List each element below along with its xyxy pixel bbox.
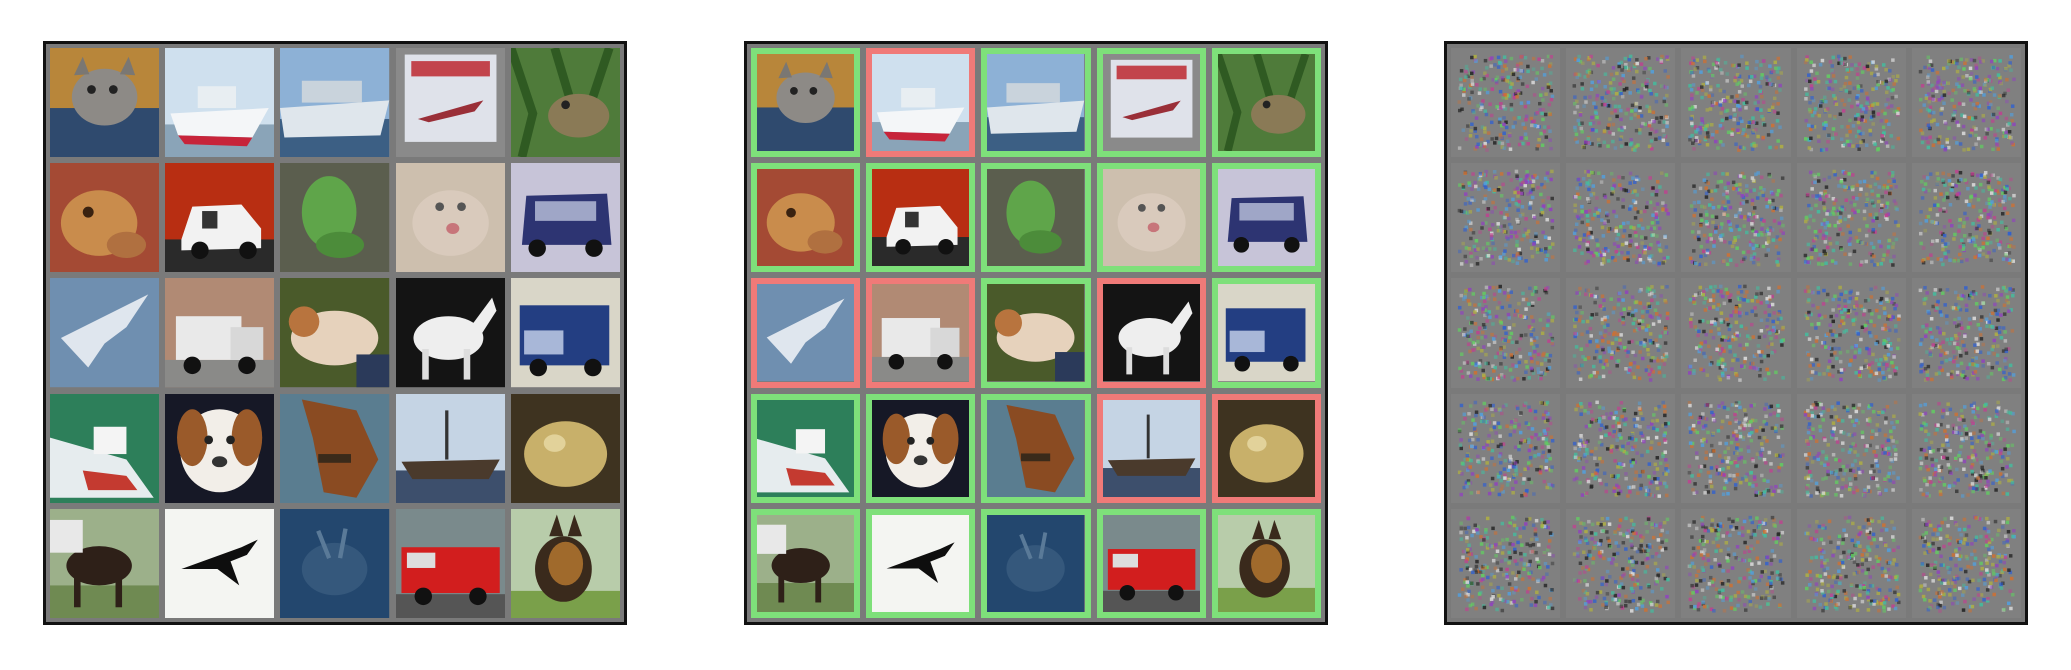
adversarial-dog-image — [866, 393, 976, 503]
clean-cat-image — [395, 163, 505, 273]
adversarial-frog-image — [751, 163, 861, 273]
perturbation-noise-tile — [1681, 508, 1791, 618]
adversarial-truck-image — [1211, 278, 1321, 388]
perturbation-noise-tile — [1566, 163, 1676, 273]
adversarial-frog-image — [1211, 393, 1321, 503]
adversarial-ship-image — [866, 48, 976, 158]
perturbation-noise-tile — [1796, 278, 1906, 388]
perturbation-noise-tile — [1451, 163, 1561, 273]
adversarial-cat-image — [1096, 163, 1206, 273]
adversarial-ship-image — [981, 48, 1091, 158]
perturbation-noise-tile — [1681, 163, 1791, 273]
clean-images-panel — [43, 41, 627, 625]
perturbation-grid — [1451, 48, 2021, 618]
perturbation-noise-tile — [1911, 508, 2021, 618]
perturbation-noise-tile — [1566, 48, 1676, 158]
adversarial-automobile-image — [866, 163, 976, 273]
clean-dog-image — [510, 508, 620, 618]
clean-frog-image — [510, 48, 620, 158]
clean-deer-image — [280, 508, 390, 618]
clean-airplane-image — [395, 48, 505, 158]
clean-automobile-image — [165, 163, 275, 273]
adversarial-frog-image — [1211, 48, 1321, 158]
perturbation-noise-tile — [1681, 278, 1791, 388]
adversarial-frog-image — [981, 163, 1091, 273]
clean-truck-image — [510, 278, 620, 388]
perturbation-noise-tile — [1681, 393, 1791, 503]
perturbation-noise-tile — [1566, 393, 1676, 503]
perturbation-noise-tile — [1911, 163, 2021, 273]
adversarial-images-panel — [744, 41, 1328, 625]
clean-dog-image — [165, 393, 275, 503]
adversarial-horse-image — [751, 508, 861, 618]
clean-airplane-image — [165, 508, 275, 618]
adversarial-airplane-image — [866, 508, 976, 618]
adversarial-cat-image — [751, 48, 861, 158]
perturbation-noise-tile — [1451, 393, 1561, 503]
clean-image-grid — [50, 48, 620, 618]
perturbation-noise-tile — [1566, 278, 1676, 388]
adversarial-deer-image — [981, 508, 1091, 618]
perturbation-noise-tile — [1911, 48, 2021, 158]
adversarial-image-grid — [751, 48, 1321, 618]
perturbation-noise-tile — [1681, 48, 1791, 158]
perturbation-noise-tile — [1451, 278, 1561, 388]
adversarial-automobile-image — [1211, 163, 1321, 273]
adversarial-ship-image — [1096, 393, 1206, 503]
perturbation-noise-tile — [1911, 278, 2021, 388]
adversarial-truck-image — [1096, 508, 1206, 618]
perturbation-noise-tile — [1796, 508, 1906, 618]
perturbation-panel — [1444, 41, 2028, 625]
adversarial-truck-image — [866, 278, 976, 388]
clean-ship-image — [280, 48, 390, 158]
adversarial-dog-image — [981, 278, 1091, 388]
clean-frog-image — [510, 393, 620, 503]
clean-frog-image — [280, 163, 390, 273]
clean-airplane-image — [50, 278, 160, 388]
clean-truck-image — [395, 508, 505, 618]
perturbation-noise-tile — [1451, 48, 1561, 158]
clean-cat-image — [50, 48, 160, 158]
clean-automobile-image — [510, 163, 620, 273]
clean-horse-image — [395, 278, 505, 388]
clean-horse-image — [50, 508, 160, 618]
clean-ship-image — [395, 393, 505, 503]
perturbation-noise-tile — [1796, 48, 1906, 158]
adversarial-horse-image — [981, 393, 1091, 503]
adversarial-dog-image — [1211, 508, 1321, 618]
adversarial-airplane-image — [751, 278, 861, 388]
adversarial-horse-image — [1096, 278, 1206, 388]
clean-frog-image — [50, 163, 160, 273]
clean-dog-image — [280, 278, 390, 388]
perturbation-noise-tile — [1796, 393, 1906, 503]
clean-horse-image — [280, 393, 390, 503]
clean-ship-image — [165, 48, 275, 158]
perturbation-noise-tile — [1796, 163, 1906, 273]
perturbation-noise-tile — [1566, 508, 1676, 618]
clean-truck-image — [165, 278, 275, 388]
adversarial-airplane-image — [1096, 48, 1206, 158]
adversarial-ship-image — [751, 393, 861, 503]
perturbation-noise-tile — [1911, 393, 2021, 503]
clean-ship-image — [50, 393, 160, 503]
perturbation-noise-tile — [1451, 508, 1561, 618]
